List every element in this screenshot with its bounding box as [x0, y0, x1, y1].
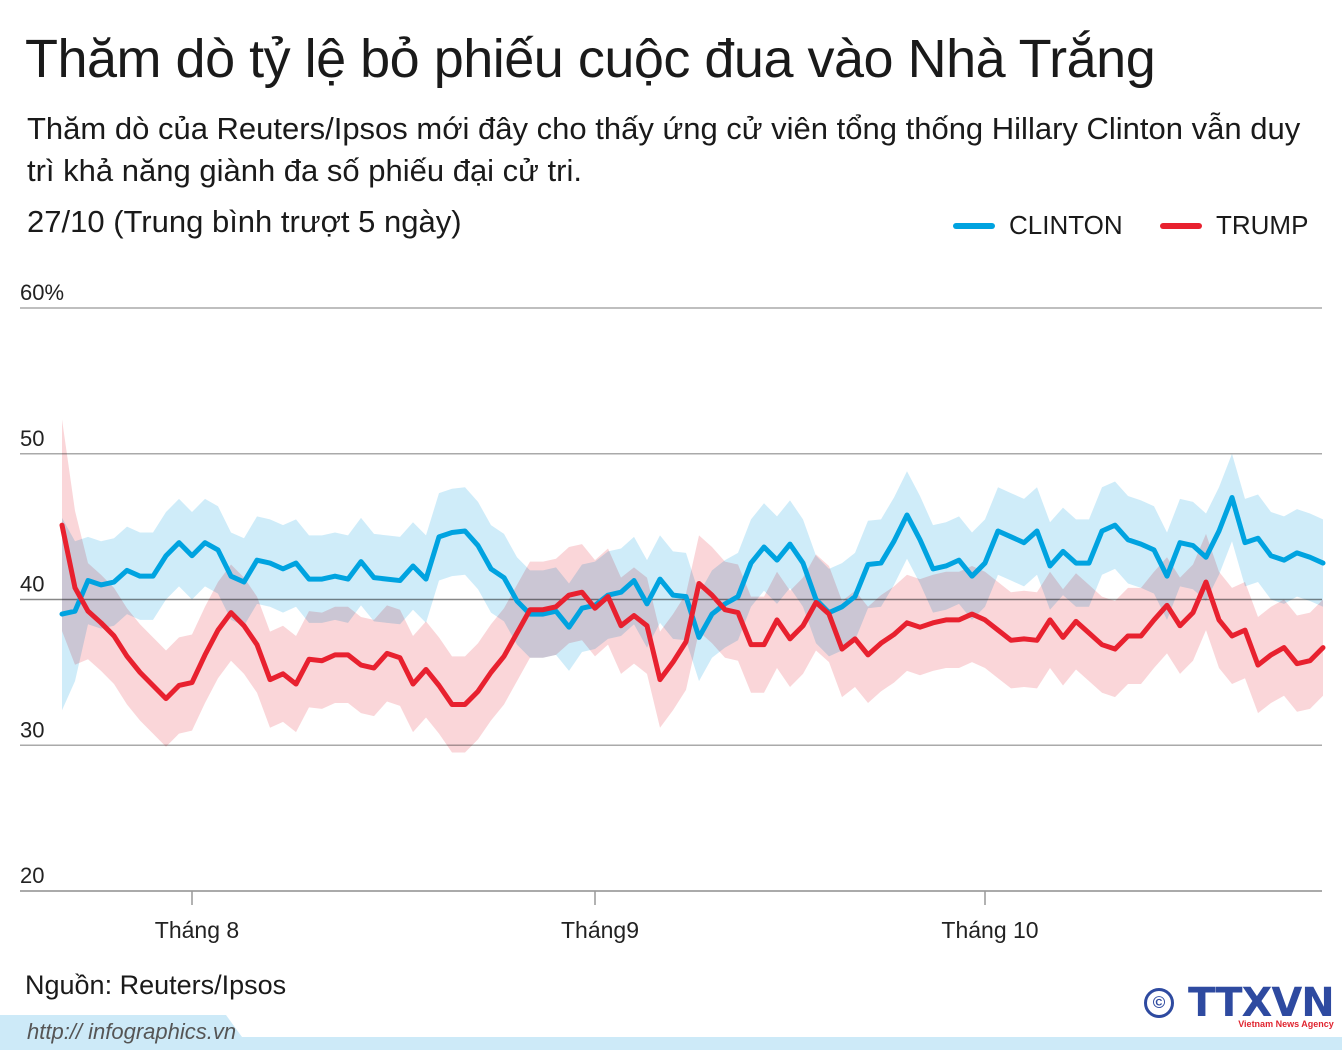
y-tick-label: 30 — [20, 717, 44, 742]
x-tick-label: Tháng 8 — [155, 917, 239, 943]
footer-band — [0, 1015, 1342, 1050]
y-tick-label: 40 — [20, 572, 44, 597]
y-tick-label: 60% — [20, 280, 64, 305]
y-tick-label: 50 — [20, 426, 44, 451]
source-note: Nguồn: Reuters/Ipsos — [25, 970, 287, 1000]
y-tick-label: 20 — [20, 863, 44, 888]
copyright-icon: © — [1144, 988, 1174, 1018]
x-tick-label: Tháng 10 — [941, 917, 1038, 943]
legend-label-clinton: CLINTON — [1009, 210, 1123, 240]
series-line-trump — [59, 522, 1326, 707]
logo-text: TTXVN — [1188, 980, 1335, 1026]
poll-chart: 60% 50 40 30 20 Tháng 8 Tháng9 Tháng 10 — [20, 280, 1326, 943]
subtitle: Thăm dò của Reuters/Ipsos mới đây cho th… — [27, 111, 1301, 188]
footer-url[interactable]: http:// infographics.vn — [27, 1019, 237, 1044]
date-note: 27/10 (Trung bình trượt 5 ngày) — [27, 204, 462, 239]
legend-clinton: CLINTON — [953, 210, 1123, 241]
legend-swatch-clinton — [953, 222, 995, 229]
legend-label-trump: TRUMP — [1216, 210, 1309, 240]
page-title: Thăm dò tỷ lệ bỏ phiếu cuộc đua vào Nhà … — [25, 29, 1156, 89]
ttxvn-logo: © TTXVN Vietnam News Agency — [1144, 980, 1335, 1029]
legend-swatch-trump — [1160, 222, 1202, 229]
x-tick-label: Tháng9 — [561, 917, 639, 943]
legend-trump: TRUMP — [1160, 210, 1308, 241]
logo-tagline: Vietnam News Agency — [1238, 1019, 1334, 1029]
confidence-band-trump — [62, 419, 1323, 753]
